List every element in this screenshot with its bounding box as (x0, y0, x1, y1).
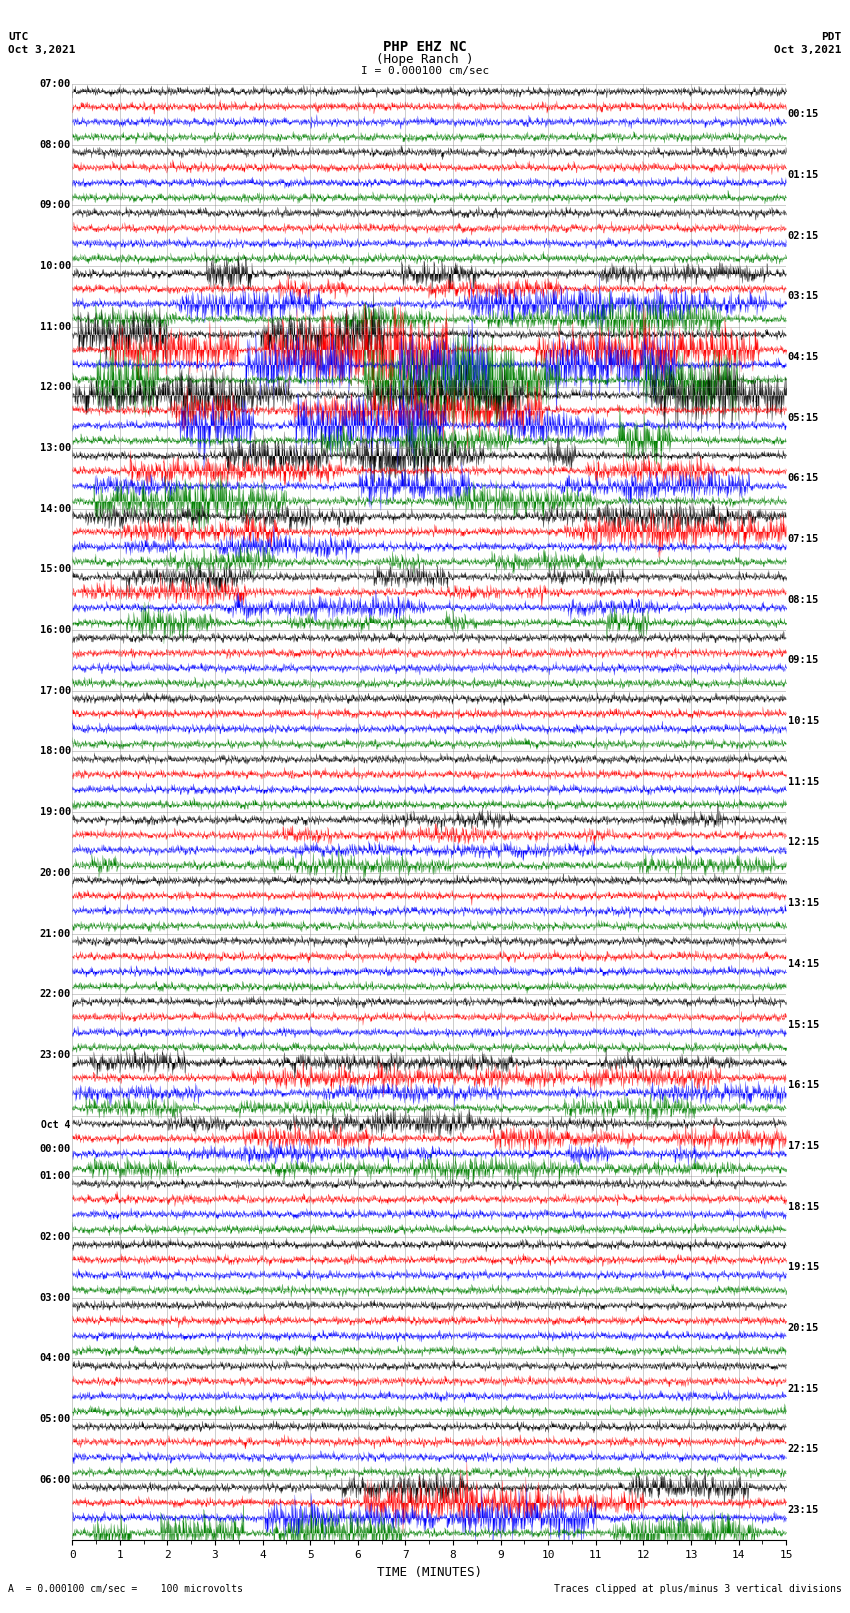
X-axis label: TIME (MINUTES): TIME (MINUTES) (377, 1566, 482, 1579)
Text: 21:15: 21:15 (788, 1384, 819, 1394)
Text: 07:15: 07:15 (788, 534, 819, 544)
Text: 23:15: 23:15 (788, 1505, 819, 1515)
Text: 10:00: 10:00 (40, 261, 71, 271)
Text: UTC: UTC (8, 32, 29, 42)
Text: 13:00: 13:00 (40, 444, 71, 453)
Text: Traces clipped at plus/minus 3 vertical divisions: Traces clipped at plus/minus 3 vertical … (553, 1584, 842, 1594)
Text: Oct 3,2021: Oct 3,2021 (774, 45, 842, 55)
Text: 11:00: 11:00 (40, 321, 71, 332)
Text: 01:00: 01:00 (40, 1171, 71, 1181)
Text: 04:00: 04:00 (40, 1353, 71, 1363)
Text: 08:15: 08:15 (788, 595, 819, 605)
Text: 18:15: 18:15 (788, 1202, 819, 1211)
Text: 02:15: 02:15 (788, 231, 819, 240)
Text: 18:00: 18:00 (40, 747, 71, 756)
Text: 03:15: 03:15 (788, 292, 819, 302)
Text: 09:00: 09:00 (40, 200, 71, 210)
Text: (Hope Ranch ): (Hope Ranch ) (377, 53, 473, 66)
Text: Oct 3,2021: Oct 3,2021 (8, 45, 76, 55)
Text: 12:00: 12:00 (40, 382, 71, 392)
Text: 13:15: 13:15 (788, 898, 819, 908)
Text: 06:15: 06:15 (788, 473, 819, 484)
Text: I = 0.000100 cm/sec: I = 0.000100 cm/sec (361, 66, 489, 76)
Text: 21:00: 21:00 (40, 929, 71, 939)
Text: 15:00: 15:00 (40, 565, 71, 574)
Text: 01:15: 01:15 (788, 169, 819, 181)
Text: 10:15: 10:15 (788, 716, 819, 726)
Text: 02:00: 02:00 (40, 1232, 71, 1242)
Text: PDT: PDT (821, 32, 842, 42)
Text: 19:15: 19:15 (788, 1263, 819, 1273)
Text: 15:15: 15:15 (788, 1019, 819, 1029)
Text: 05:15: 05:15 (788, 413, 819, 423)
Text: 20:00: 20:00 (40, 868, 71, 877)
Text: 23:00: 23:00 (40, 1050, 71, 1060)
Text: 05:00: 05:00 (40, 1415, 71, 1424)
Text: PHP EHZ NC: PHP EHZ NC (383, 40, 467, 55)
Text: 07:00: 07:00 (40, 79, 71, 89)
Text: 22:15: 22:15 (788, 1444, 819, 1455)
Text: 14:00: 14:00 (40, 503, 71, 513)
Text: Oct 4: Oct 4 (42, 1119, 71, 1129)
Text: 12:15: 12:15 (788, 837, 819, 847)
Text: 14:15: 14:15 (788, 958, 819, 969)
Text: 20:15: 20:15 (788, 1323, 819, 1332)
Text: 08:00: 08:00 (40, 140, 71, 150)
Text: 16:00: 16:00 (40, 626, 71, 636)
Text: 19:00: 19:00 (40, 806, 71, 818)
Text: 17:00: 17:00 (40, 686, 71, 695)
Text: A  = 0.000100 cm/sec =    100 microvolts: A = 0.000100 cm/sec = 100 microvolts (8, 1584, 243, 1594)
Text: 16:15: 16:15 (788, 1081, 819, 1090)
Text: 09:15: 09:15 (788, 655, 819, 666)
Text: 03:00: 03:00 (40, 1292, 71, 1303)
Text: 11:15: 11:15 (788, 777, 819, 787)
Text: 00:15: 00:15 (788, 110, 819, 119)
Text: 22:00: 22:00 (40, 989, 71, 998)
Text: 00:00: 00:00 (40, 1144, 71, 1153)
Text: 06:00: 06:00 (40, 1474, 71, 1484)
Text: 04:15: 04:15 (788, 352, 819, 361)
Text: 17:15: 17:15 (788, 1140, 819, 1152)
